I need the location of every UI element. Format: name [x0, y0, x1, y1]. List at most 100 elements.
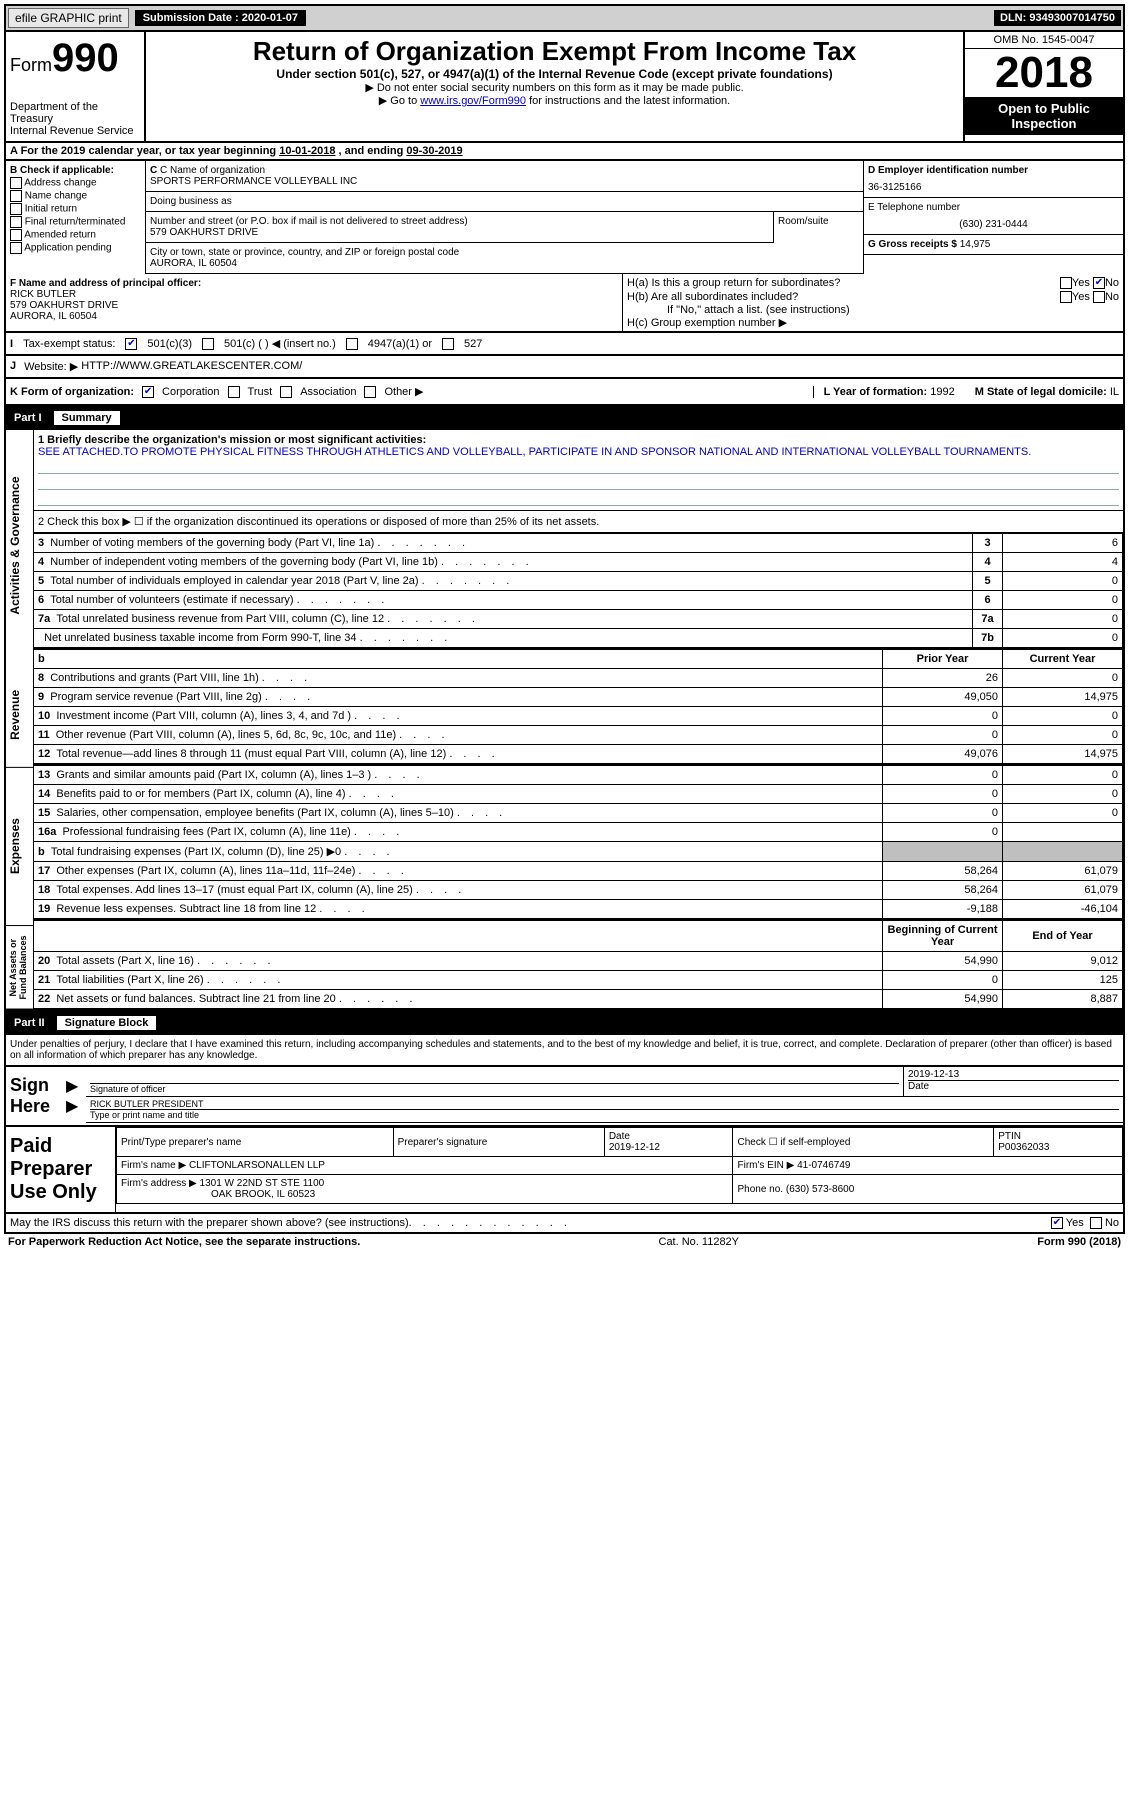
501c3-checked [125, 338, 137, 350]
header-right: OMB No. 1545-0047 2018 Open to Public In… [963, 32, 1123, 141]
ha-no-checked [1093, 277, 1105, 289]
section-deg: D Employer identification number 36-3125… [863, 161, 1123, 274]
line-2: 2 Check this box ▶ ☐ if the organization… [34, 511, 1123, 533]
line-16a: 16a Professional fundraising fees (Part … [34, 823, 883, 842]
section-bcdeg: B Check if applicable: Address change Na… [4, 161, 1125, 274]
part1-header: Part I Summary [4, 406, 1125, 430]
expense-table: 13 Grants and similar amounts paid (Part… [34, 764, 1123, 919]
hb-label: H(b) Are all subordinates included? [627, 291, 798, 303]
firm-addr1: 1301 W 22ND ST STE 1100 [200, 1178, 325, 1189]
section-f: F Name and address of principal officer:… [6, 274, 623, 331]
page-footer: For Paperwork Reduction Act Notice, see … [4, 1234, 1125, 1250]
note-goto: ▶ Go to www.irs.gov/Form990 for instruct… [150, 94, 959, 107]
hb-note: If "No," attach a list. (see instruction… [627, 304, 1119, 316]
firm-name: CLIFTONLARSONALLEN LLP [189, 1160, 325, 1171]
year-formation: 1992 [930, 386, 954, 398]
prep-check: Check ☐ if self-employed [733, 1128, 994, 1157]
street-address: 579 OAKHURST DRIVE [150, 227, 769, 238]
header-left: Form990 Department of the Treasury Inter… [6, 32, 146, 141]
note-ssn: ▶ Do not enter social security numbers o… [150, 81, 959, 94]
ha-label: H(a) Is this a group return for subordin… [627, 277, 840, 289]
section-b: B Check if applicable: Address change Na… [6, 161, 146, 274]
chk-address-change: Address change [10, 177, 141, 189]
form-title: Return of Organization Exempt From Incom… [150, 36, 959, 67]
addr-label: Number and street (or P.O. box if mail i… [150, 216, 769, 227]
footer-catno: Cat. No. 11282Y [659, 1236, 740, 1248]
section-fh: F Name and address of principal officer:… [4, 274, 1125, 333]
sign-here-block: Sign Here ▶▶ Signature of officer 2019-1… [4, 1067, 1125, 1127]
line-i: I Tax-exempt status: 501(c)(3) 501(c) ( … [4, 333, 1125, 356]
open-public: Open to Public Inspection [965, 97, 1123, 135]
part2-header: Part II Signature Block [4, 1011, 1125, 1035]
paid-prep-label: Paid Preparer Use Only [6, 1127, 116, 1212]
chk-name-change: Name change [10, 190, 141, 202]
form-header: Form990 Department of the Treasury Inter… [4, 32, 1125, 143]
officer-name-title: RICK BUTLER PRESIDENT [90, 1099, 204, 1109]
sig-officer-label: Signature of officer [90, 1083, 899, 1094]
footer-left: For Paperwork Reduction Act Notice, see … [8, 1236, 360, 1248]
line-k: K Form of organization: Corporation Trus… [4, 379, 1125, 406]
line-7b: Net unrelated business taxable income fr… [34, 629, 973, 648]
line-9: 9 Program service revenue (Part VIII, li… [34, 688, 883, 707]
sign-here-label: Sign Here [6, 1067, 66, 1125]
omb-number: OMB No. 1545-0047 [965, 32, 1123, 49]
footer-formref: Form 990 (2018) [1037, 1236, 1121, 1248]
line-8: 8 Contributions and grants (Part VIII, l… [34, 669, 883, 688]
dept-treasury: Department of the Treasury Internal Reve… [10, 101, 140, 137]
state-domicile: IL [1110, 386, 1119, 398]
vlabel-revenue: Revenue [6, 662, 33, 768]
e-label: E Telephone number [868, 202, 1119, 213]
firm-addr2: OAK BROOK, IL 60523 [121, 1189, 315, 1200]
line-j: J Website: ▶ HTTP://WWW.GREATLAKESCENTER… [4, 356, 1125, 379]
firm-phone: (630) 573-8600 [786, 1184, 854, 1195]
vlabel-netassets: Net Assets or Fund Balances [6, 926, 33, 1010]
line-22: 22 Net assets or fund balances. Subtract… [34, 990, 883, 1009]
form-number: Form990 [10, 36, 140, 81]
discuss-row: May the IRS discuss this return with the… [4, 1214, 1125, 1234]
line-13: 13 Grants and similar amounts paid (Part… [34, 765, 883, 785]
vlabel-expenses: Expenses [6, 768, 33, 926]
line-10: 10 Investment income (Part VIII, column … [34, 707, 883, 726]
signature-intro: Under penalties of perjury, I declare th… [4, 1035, 1125, 1067]
mission-text: SEE ATTACHED.TO PROMOTE PHYSICAL FITNESS… [38, 446, 1031, 458]
line-1-mission: 1 Briefly describe the organization's mi… [34, 430, 1123, 511]
chk-app-pending: Application pending [10, 242, 141, 254]
officer-addr1: 579 OAKHURST DRIVE [10, 300, 118, 311]
efile-button[interactable]: efile GRAPHIC print [8, 8, 129, 28]
dba-label: Doing business as [150, 196, 859, 207]
chk-initial-return: Initial return [10, 203, 141, 215]
line-18: 18 Total expenses. Add lines 13–17 (must… [34, 881, 883, 900]
line-a: A For the 2019 calendar year, or tax yea… [4, 143, 1125, 161]
tax-year: 2018 [965, 49, 1123, 97]
c-name-label: C C Name of organization [150, 165, 859, 176]
line-20: 20 Total assets (Part X, line 16) . . . … [34, 952, 883, 971]
sig-date: 2019-12-13 [908, 1069, 959, 1080]
ptin: P00362033 [998, 1142, 1049, 1153]
hc-label: H(c) Group exemption number ▶ [627, 316, 1119, 329]
firm-ein: 41-0746749 [797, 1160, 850, 1171]
netassets-table: Beginning of Current YearEnd of Year20 T… [34, 919, 1123, 1009]
section-c: C C Name of organization SPORTS PERFORMA… [146, 161, 863, 274]
top-bar: efile GRAPHIC print Submission Date : 20… [4, 4, 1125, 32]
header-center: Return of Organization Exempt From Incom… [146, 32, 963, 141]
room-suite: Room/suite [773, 212, 863, 243]
line-7a: 7a Total unrelated business revenue from… [34, 610, 973, 629]
telephone: (630) 231-0444 [868, 219, 1119, 230]
line-17: 17 Other expenses (Part IX, column (A), … [34, 862, 883, 881]
k-corp-checked [142, 386, 154, 398]
officer-name: RICK BUTLER [10, 289, 76, 300]
dln: DLN: 93493007014750 [994, 10, 1121, 26]
chk-final-return: Final return/terminated [10, 216, 141, 228]
line-14: 14 Benefits paid to or for members (Part… [34, 785, 883, 804]
city-label: City or town, state or province, country… [150, 247, 859, 258]
line-19: 19 Revenue less expenses. Subtract line … [34, 900, 883, 919]
d-label: D Employer identification number [868, 165, 1028, 176]
summary-body: Activities & Governance Revenue Expenses… [4, 430, 1125, 1011]
paid-preparer-block: Paid Preparer Use Only Print/Type prepar… [4, 1127, 1125, 1214]
discuss-yes-checked [1051, 1217, 1063, 1229]
irs-link[interactable]: www.irs.gov/Form990 [420, 95, 526, 107]
prep-sig-col: Preparer's signature [393, 1128, 604, 1157]
prep-name-col: Print/Type preparer's name [117, 1128, 394, 1157]
line-15: 15 Salaries, other compensation, employe… [34, 804, 883, 823]
form-subtitle: Under section 501(c), 527, or 4947(a)(1)… [150, 67, 959, 81]
